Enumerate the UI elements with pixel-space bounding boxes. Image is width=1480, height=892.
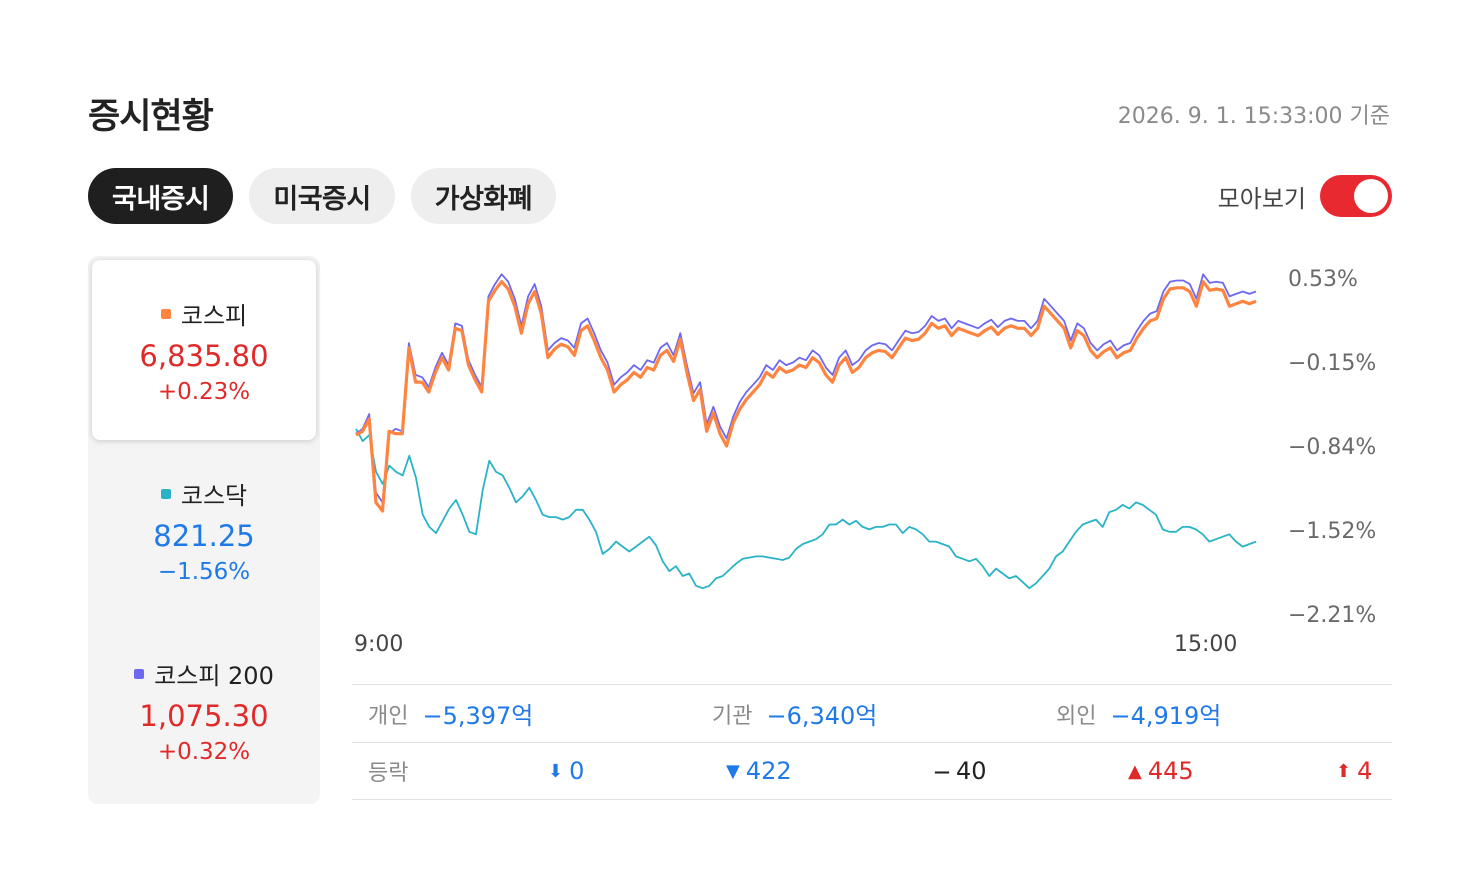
index-card-kospi200[interactable]: 코스피 200 1,075.30 +0.32% [88, 620, 320, 800]
investor-label: 기관 [712, 703, 753, 729]
index-name: 코스피 200 [154, 662, 274, 690]
timestamp: 2026. 9. 1. 15:33:00 기준 [1117, 104, 1390, 129]
y-tick-label: −2.21% [1288, 603, 1376, 628]
y-tick-label: −0.15% [1288, 351, 1376, 376]
x-tick-start: 9:00 [354, 632, 403, 657]
lower-limit-icon: ⬇ [548, 760, 564, 782]
index-card-kospi[interactable]: 코스피 6,835.80 +0.23% [92, 260, 316, 440]
toggle-label: 모아보기 [1217, 184, 1306, 213]
kosdaq-legend-dot [160, 488, 171, 499]
advance-icon: ▲ [1128, 760, 1142, 782]
index-name: 코스닥 [180, 482, 248, 510]
breadth-label: 등락 [368, 761, 409, 786]
tab-crypto[interactable]: 가상화폐 [410, 168, 557, 224]
page-title: 증시현황 [88, 97, 214, 137]
index-chart: 0.53% −0.15% −0.84% −1.52% −2.21% 9:00 15:00 [354, 267, 1376, 657]
investor-value: −5,397억 [422, 702, 534, 730]
breadth-row: 등락 ⬇ 0 ▼ 422 — 40 ▲ 445 ⬆ 4 [352, 742, 1392, 800]
x-tick-end: 15:00 [1174, 632, 1237, 657]
kospi200-legend-dot [134, 668, 145, 679]
index-value: 821.25 [153, 519, 255, 553]
index-change: −1.56% [157, 559, 251, 585]
series-line-kosdaq [355, 428, 1257, 590]
investor-row: 개인 −5,397억 기관 −6,340억 외인 −4,919억 [352, 684, 1392, 742]
y-tick-label: −1.52% [1288, 519, 1376, 544]
series-layer [355, 273, 1257, 590]
breadth-unchanged: — 40 [934, 757, 987, 785]
investor-label: 외인 [1056, 703, 1097, 729]
breadth-value: 445 [1147, 757, 1194, 785]
tab-us[interactable]: 미국증시 [249, 168, 395, 224]
index-change: +0.23% [157, 379, 251, 405]
upper-limit-icon: ⬆ [1336, 760, 1352, 782]
investor-foreign: 외인 −4,919억 [1056, 696, 1221, 731]
breadth-value: 422 [745, 757, 792, 785]
index-change: +0.32% [157, 739, 251, 765]
breadth-upper-limit: ⬆ 4 [1336, 757, 1372, 785]
market-tabs: 국내증시 미국증시 가상화폐 [88, 168, 557, 224]
index-value: 1,075.30 [139, 699, 269, 733]
unchanged-icon: — [934, 761, 950, 781]
y-tick-label: 0.53% [1288, 267, 1358, 292]
breadth-value: 4 [1357, 757, 1373, 785]
decline-icon: ▼ [726, 760, 740, 782]
breadth-lower-limit: ⬇ 0 [548, 757, 584, 785]
breadth-advance: ▲ 445 [1128, 757, 1194, 785]
investor-value: −4,919억 [1110, 702, 1222, 730]
index-card-kosdaq[interactable]: 코스닥 821.25 −1.56% [88, 440, 320, 620]
tab-domestic[interactable]: 국내증시 [88, 168, 234, 224]
series-line-kospi200 [355, 273, 1257, 504]
y-axis-ticks: 0.53% −0.15% −0.84% −1.52% −2.21% [1288, 267, 1376, 628]
series-line-kospi [355, 280, 1257, 513]
toggle-knob [1354, 179, 1388, 213]
investor-value: −6,340억 [766, 702, 878, 730]
breadth-value: 40 [956, 757, 987, 785]
index-name: 코스피 [180, 302, 248, 330]
overlay-toggle[interactable] [1320, 175, 1392, 217]
investor-label: 개인 [368, 703, 409, 729]
index-list: 코스피 6,835.80 +0.23% 코스닥 821.25 −1.56% 코스… [88, 256, 320, 804]
index-value: 6,835.80 [139, 339, 269, 373]
investor-institution: 기관 −6,340억 [712, 696, 877, 731]
y-tick-label: −0.84% [1288, 435, 1376, 460]
investor-individual: 개인 −5,397억 [368, 696, 533, 731]
breadth-value: 0 [569, 757, 585, 785]
kospi-legend-dot [160, 308, 171, 319]
breadth-decline: ▼ 422 [726, 757, 792, 785]
overlay-toggle-group: 모아보기 [1218, 175, 1392, 217]
